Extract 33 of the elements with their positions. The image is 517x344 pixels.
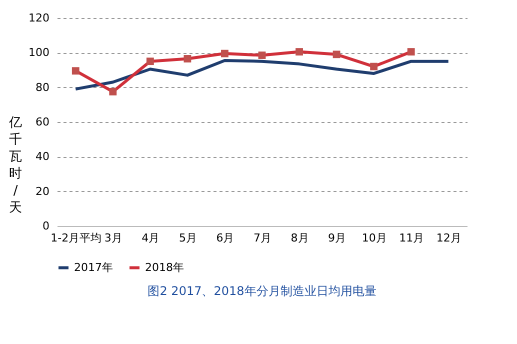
y-tick-label: 120 bbox=[28, 12, 50, 24]
point bbox=[258, 52, 266, 59]
point bbox=[221, 50, 228, 58]
x-tick-label: 11月 bbox=[399, 232, 424, 244]
x-tick-label: 4月 bbox=[142, 232, 160, 244]
x-tick-label: 1-2月平均 bbox=[50, 232, 102, 244]
y-tick-label: 60 bbox=[36, 116, 50, 128]
y-tick-label: 0 bbox=[42, 220, 50, 232]
point bbox=[332, 50, 340, 58]
y-axis-title: 亿千瓦时/天 bbox=[8, 116, 22, 216]
text: 图2 2017、2018年分月制造业日均用电量 bbox=[148, 284, 376, 298]
y-tick-label: 80 bbox=[36, 80, 50, 94]
y-tick-label: 100 bbox=[28, 46, 50, 60]
point bbox=[146, 58, 154, 66]
x-tick-label: 12月 bbox=[436, 232, 462, 244]
x-tick-label: 9月 bbox=[328, 232, 346, 244]
point bbox=[72, 67, 80, 75]
y-tick-label: 40 bbox=[36, 150, 50, 164]
point bbox=[296, 48, 303, 56]
point bbox=[184, 55, 192, 62]
line-series bbox=[74, 58, 450, 91]
x-tick-label: 8月 bbox=[290, 232, 309, 244]
point bbox=[407, 48, 415, 56]
x-tick-label: 7月 bbox=[254, 232, 272, 244]
legend-label: 2017年 bbox=[74, 260, 113, 274]
y-tick-label: 20 bbox=[36, 184, 50, 198]
x-tick-label: 6月 bbox=[216, 232, 234, 244]
point bbox=[109, 88, 117, 96]
x-tick-label: 10月 bbox=[362, 232, 387, 244]
x-tick-label: 5月 bbox=[178, 232, 197, 244]
x-tick-label: 3月 bbox=[104, 232, 122, 244]
point bbox=[370, 62, 378, 70]
legend-label: 2018年 bbox=[145, 260, 184, 274]
